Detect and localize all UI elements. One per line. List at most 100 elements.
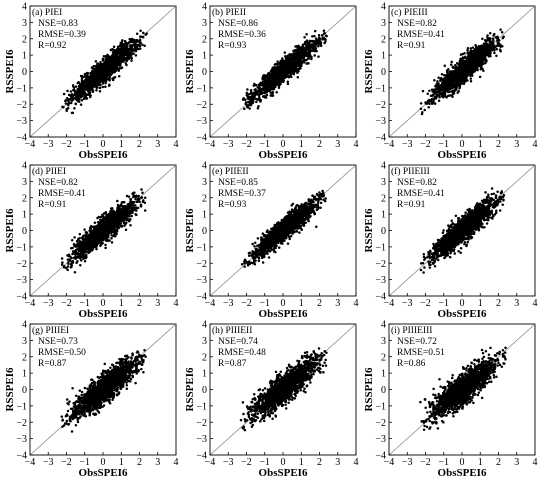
data-point — [86, 72, 89, 75]
data-point — [135, 39, 138, 42]
data-point — [65, 99, 68, 102]
data-point — [264, 74, 267, 77]
data-point — [116, 54, 119, 57]
data-point — [248, 107, 251, 110]
y-tick-label: 4 — [202, 2, 207, 13]
data-point — [499, 48, 502, 51]
data-point — [246, 88, 249, 91]
x-axis-title: ObsSPEI6 — [79, 149, 128, 161]
data-point — [260, 92, 263, 95]
data-point — [281, 57, 284, 60]
data-point — [270, 70, 273, 73]
stat-text: RMSE=0.36 — [218, 30, 266, 40]
data-point — [292, 53, 295, 56]
data-point — [322, 37, 325, 40]
y-axis-title: RSSPEI6 — [363, 49, 375, 94]
data-point — [305, 62, 308, 65]
data-point — [476, 68, 479, 71]
y-tick-label: 4 — [381, 2, 386, 13]
data-point — [478, 51, 481, 54]
data-point — [488, 50, 491, 53]
data-point — [317, 55, 320, 58]
data-point — [284, 55, 287, 58]
data-point — [312, 47, 315, 50]
data-point — [315, 47, 318, 50]
data-points — [242, 30, 328, 111]
data-point — [423, 109, 426, 112]
data-point — [431, 90, 434, 93]
data-point — [74, 271, 77, 274]
data-point — [136, 47, 139, 50]
data-point — [131, 39, 134, 42]
data-point — [307, 44, 310, 47]
stat-text: RMSE=0.41 — [38, 189, 86, 199]
data-point — [477, 58, 480, 61]
data-point — [492, 34, 495, 37]
stat-text: NSE=0.83 — [38, 19, 78, 29]
data-point — [122, 49, 125, 52]
data-point — [276, 60, 279, 63]
data-point — [285, 63, 288, 66]
data-point — [450, 63, 453, 66]
data-point — [265, 84, 268, 87]
data-point — [270, 75, 273, 78]
data-point — [484, 53, 487, 56]
data-point — [468, 69, 471, 72]
data-point — [323, 42, 326, 45]
data-point — [104, 69, 107, 72]
data-point — [428, 90, 431, 93]
data-point — [76, 88, 79, 91]
data-point — [455, 69, 458, 72]
data-point — [469, 72, 472, 75]
y-tick-label: −1 — [196, 83, 207, 94]
data-point — [262, 80, 265, 83]
data-point — [304, 48, 307, 51]
data-point — [471, 50, 474, 53]
data-point — [447, 84, 450, 87]
data-point — [321, 34, 324, 37]
data-point — [139, 29, 142, 32]
data-point — [433, 92, 436, 95]
data-point — [113, 46, 116, 49]
data-point — [472, 63, 475, 66]
data-point — [119, 54, 122, 57]
data-point — [274, 63, 277, 66]
data-point — [102, 82, 105, 85]
x-axis-title: ObsSPEI6 — [438, 149, 487, 161]
data-point — [454, 86, 457, 89]
data-point — [69, 98, 72, 101]
data-point — [116, 67, 119, 70]
data-point — [298, 54, 301, 57]
data-point — [444, 81, 447, 84]
data-point — [452, 93, 455, 96]
data-point — [254, 93, 257, 96]
data-point — [111, 68, 114, 71]
data-point — [94, 71, 97, 74]
data-point — [97, 67, 100, 70]
data-point — [449, 72, 452, 75]
data-point — [288, 67, 291, 70]
data-point — [439, 89, 442, 92]
data-point — [66, 97, 69, 100]
data-point — [456, 75, 459, 78]
data-point — [109, 72, 112, 75]
data-point — [496, 35, 499, 38]
data-point — [61, 106, 64, 109]
data-point — [305, 33, 308, 36]
data-point — [271, 93, 274, 96]
y-tick-label: 4 — [22, 161, 27, 172]
data-point — [281, 77, 284, 80]
data-point — [457, 90, 460, 93]
data-point — [445, 76, 448, 79]
data-point — [308, 48, 311, 51]
data-point — [106, 55, 109, 58]
data-point — [289, 64, 292, 67]
data-point — [284, 51, 287, 54]
data-point — [314, 30, 317, 32]
data-point — [482, 50, 485, 53]
data-point — [101, 64, 104, 67]
data-point — [457, 80, 460, 83]
data-point — [142, 32, 145, 35]
data-point — [310, 46, 313, 49]
